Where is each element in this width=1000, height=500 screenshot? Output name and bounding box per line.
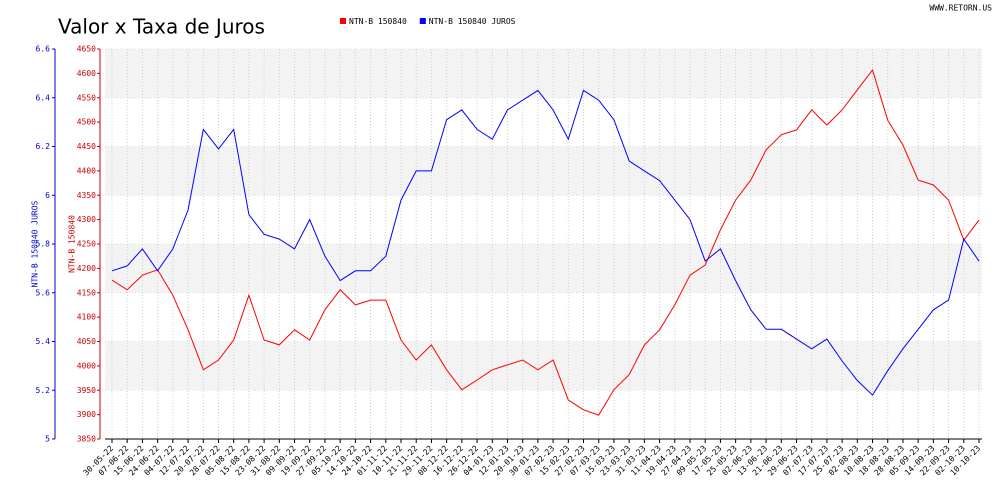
site-label: WWW.RETORN.US <box>929 4 992 13</box>
y-tick-label: 4300 <box>77 215 96 224</box>
y-tick-label: 4600 <box>77 69 96 78</box>
y2-tick-label: 5.2 <box>36 386 51 395</box>
legend-label: NTN-B 150840 <box>349 17 407 26</box>
series-line <box>111 89 980 396</box>
y-tick-label: 4400 <box>77 166 96 175</box>
y-tick-label: 4200 <box>77 264 96 273</box>
y-tick-label: 4450 <box>77 142 96 151</box>
legend-swatch <box>419 18 426 24</box>
y2-tick-label: 5.8 <box>36 240 51 249</box>
series-line <box>111 68 980 416</box>
y2-tick-label: 6 <box>45 191 50 200</box>
y2-tick-label: 5.4 <box>36 337 51 346</box>
y-axis-title: NTN-B 150840 <box>68 215 77 273</box>
y-tick-label: 4350 <box>77 191 96 200</box>
band <box>105 244 982 293</box>
y-tick-label: 4150 <box>77 288 96 297</box>
chart-title: Valor x Taxa de Juros <box>58 15 265 39</box>
y-tick-label: 4500 <box>77 118 96 127</box>
y-tick-label: 4550 <box>77 93 96 102</box>
y2-tick-label: 5 <box>45 435 50 444</box>
band <box>105 49 982 98</box>
y-tick-label: 3850 <box>77 435 96 444</box>
y2-tick-label: 6.6 <box>36 45 51 54</box>
legend-label: NTN-B 150840 JUROS <box>429 17 516 26</box>
y-tick-label: 4000 <box>77 361 96 370</box>
y2-tick-label: 5.6 <box>36 288 51 297</box>
y-tick-label: 3950 <box>77 386 96 395</box>
y-tick-label: 4250 <box>77 240 96 249</box>
y-tick-label: 4650 <box>77 45 96 54</box>
legend-swatch <box>340 18 346 24</box>
y2-tick-label: 6.2 <box>36 142 51 151</box>
y-tick-label: 4100 <box>77 313 96 322</box>
y-tick-label: 4050 <box>77 337 96 346</box>
y-tick-label: 3900 <box>77 410 96 419</box>
y2-axis-title: NTN-B 150840 JUROS <box>31 200 40 287</box>
y2-tick-label: 6.4 <box>36 93 51 102</box>
band <box>105 146 982 196</box>
